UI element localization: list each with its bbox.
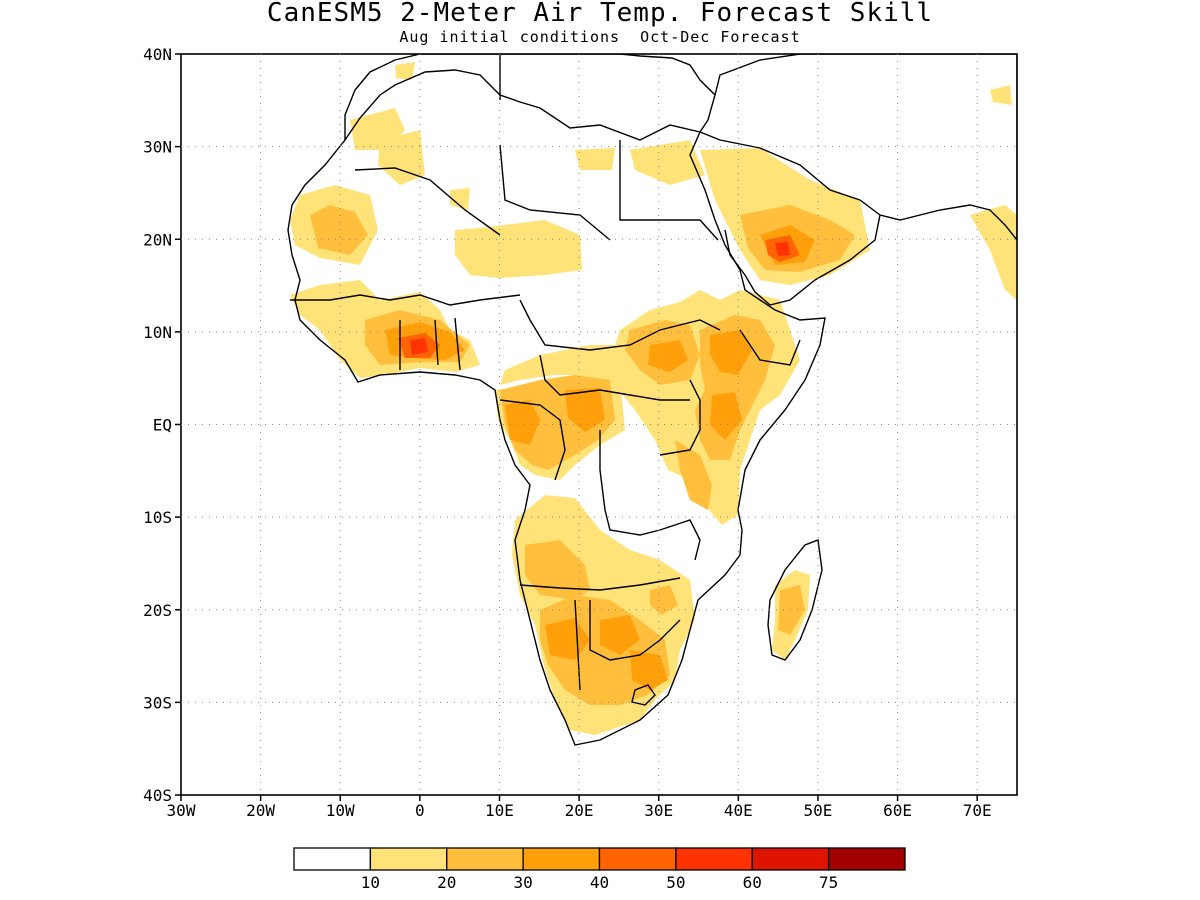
latitude-labels: 40N 30N 20N 10N EQ 10S 20S 30S 40S [143,45,172,805]
lat-label: 40S [143,786,172,805]
colorbar-swatch [522,847,601,871]
longitude-labels: 30W 20W 10W 0 10E 20E 30E 40E 50E 60E 70E [167,801,992,820]
axis-ticks [175,53,978,801]
colorbar-swatch [293,847,372,871]
lon-label: 10E [485,801,514,820]
lat-label: 10S [143,508,172,527]
colorbar-label: 75 [819,873,838,892]
coastlines [287,54,1017,746]
map-subtitle: Aug initial conditions Oct-Dec Forecast [399,28,801,46]
colorbar-swatch [827,847,906,871]
lon-label: 10W [326,801,355,820]
lat-label: EQ [153,416,172,435]
lon-label: 0 [415,801,425,820]
lat-label: 30N [143,138,172,157]
lat-label: 20N [143,230,172,249]
colorbar: 10 20 30 40 50 60 75 [293,847,906,892]
colorbar-label: 30 [513,873,532,892]
lat-label: 20S [143,601,172,620]
colorbar-swatch [675,847,753,871]
map-title: CanESM5 2-Meter Air Temp. Forecast Skill [266,0,934,28]
colorbar-label: 20 [437,873,456,892]
colorbar-label: 40 [590,873,609,892]
lon-label: 30E [644,801,673,820]
lon-label: 20W [246,801,275,820]
lon-label: 30W [167,801,196,820]
lon-label: 50E [803,801,832,820]
lat-label: 30S [143,693,172,712]
colorbar-label: 60 [743,873,762,892]
colorbar-label: 50 [666,873,685,892]
colorbar-swatch [446,847,524,871]
skill-shading [290,62,1017,735]
lon-label: 60E [883,801,912,820]
lon-label: 70E [963,801,992,820]
colorbar-swatch [369,847,448,871]
lon-label: 40E [724,801,753,820]
lon-label: 20E [565,801,594,820]
colorbar-label: 10 [361,873,380,892]
lat-label: 10N [143,323,172,342]
colorbar-swatch [598,847,677,871]
lat-label: 40N [143,45,172,64]
colorbar-swatch [751,847,830,871]
